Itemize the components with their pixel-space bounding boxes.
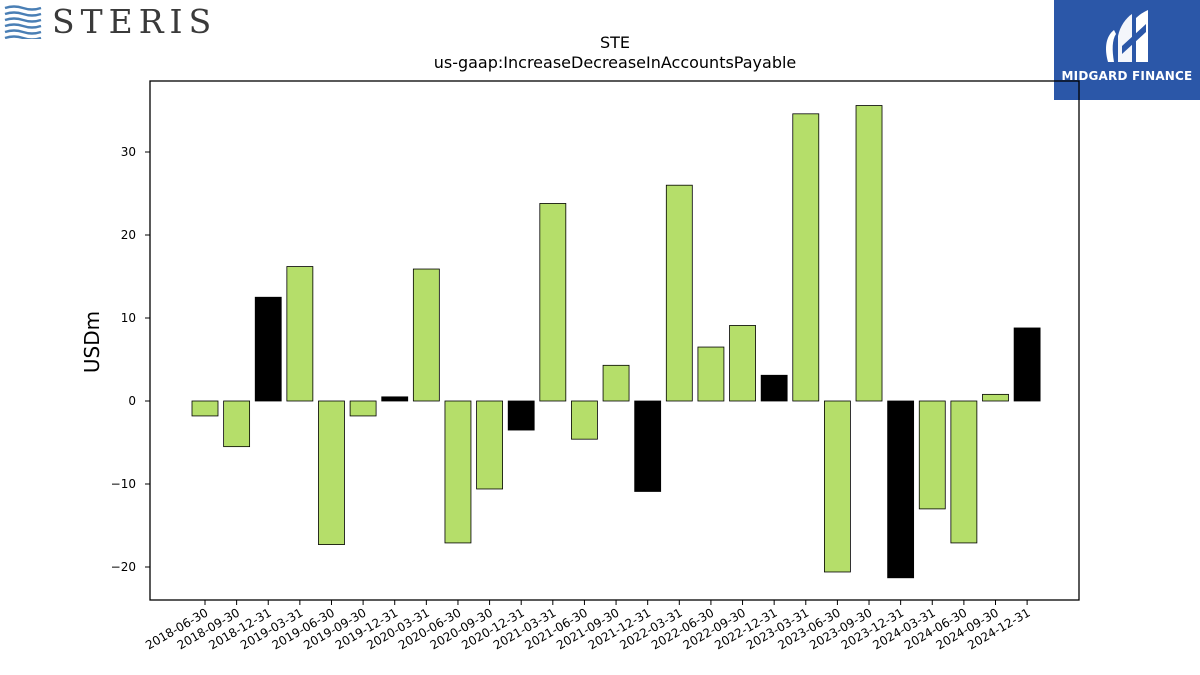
bar-2021-03-31: [539, 203, 567, 402]
bar-2024-12-31: [1013, 327, 1041, 402]
bar-2019-12-31: [381, 396, 409, 402]
plot-frame: [149, 80, 1080, 601]
bar-2023-09-30: [855, 105, 883, 402]
x-ticks: 2018-06-302018-09-302018-12-312019-03-31…: [143, 600, 1033, 652]
y-axis-label: USDm: [80, 311, 104, 373]
bar-2019-03-31: [286, 266, 314, 402]
steris-wordmark: STERIS: [52, 2, 218, 41]
y-tick-label: −10: [111, 477, 136, 491]
bar-2021-06-30: [571, 400, 598, 440]
y-tick-label: 0: [128, 394, 136, 408]
chart-title: STE: [600, 33, 630, 52]
bar-2018-12-31: [254, 296, 282, 402]
bar-2019-09-30: [349, 400, 377, 417]
bar-2024-03-31: [918, 400, 946, 510]
bar-2022-09-30: [729, 325, 756, 402]
wave-lines-icon: [4, 5, 42, 39]
bar-2022-03-31: [665, 184, 693, 402]
bar-2023-06-30: [824, 400, 851, 573]
bar-2022-06-30: [697, 346, 725, 402]
bar-2020-12-31: [507, 400, 535, 431]
bar-2020-03-31: [412, 268, 440, 402]
bar-2022-12-31: [760, 374, 788, 402]
bar-2019-06-30: [318, 400, 345, 545]
midgard-finance-name: MIDGARD FINANCE: [1061, 69, 1193, 83]
bar-2020-06-30: [444, 400, 472, 544]
midgard-m-icon: [1106, 10, 1148, 62]
bar-2024-09-30: [982, 393, 1009, 402]
y-tick-label: −20: [111, 560, 136, 574]
y-ticks: −20 −10 0 10 20 30: [111, 145, 150, 574]
bar-2018-06-30: [191, 400, 219, 417]
bar-2018-09-30: [223, 400, 251, 448]
bars-group: [191, 105, 1041, 579]
bar-2021-12-31: [634, 400, 662, 492]
bar-2023-03-31: [792, 113, 820, 402]
y-tick-label: 10: [121, 311, 136, 325]
chart-subtitle: us-gaap:IncreaseDecreaseInAccountsPayabl…: [434, 53, 797, 72]
y-tick-label: 30: [121, 145, 136, 159]
bar-2024-06-30: [950, 400, 978, 544]
bar-2021-09-30: [602, 364, 630, 402]
bar-2020-09-30: [476, 400, 503, 490]
steris-logo: STERIS: [4, 4, 217, 40]
bar-2023-12-31: [887, 400, 915, 579]
y-tick-label: 20: [121, 228, 136, 242]
midgard-finance-logo: MIDGARD FINANCE: [1054, 0, 1200, 100]
